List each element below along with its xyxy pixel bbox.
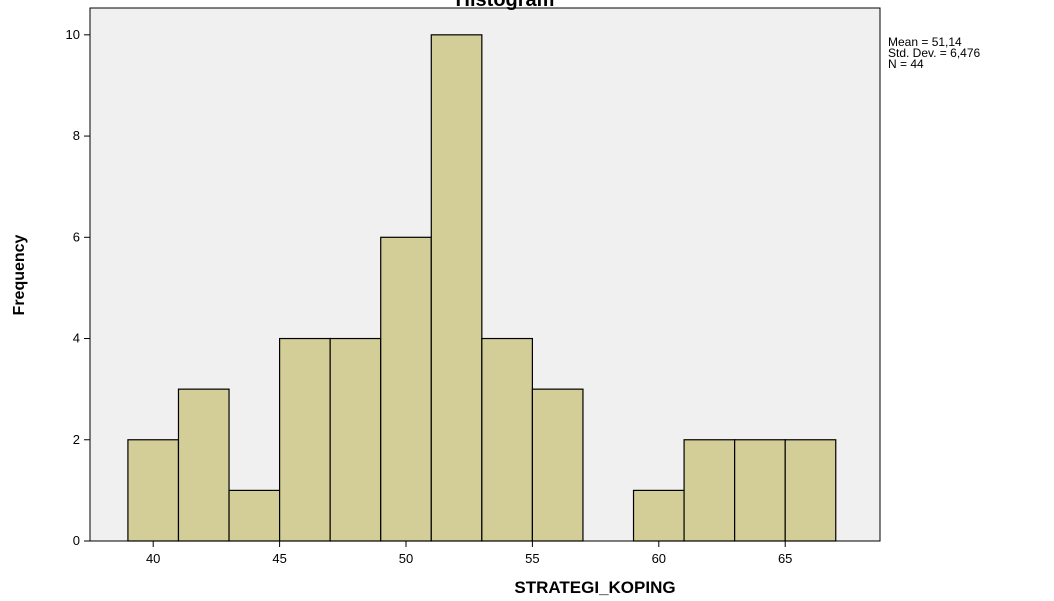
bar [430,34,483,542]
bar [177,388,230,542]
bar [127,439,180,542]
stat-annotation: Mean = 51,14 [888,35,962,49]
y-tick-label: 10 [66,27,80,42]
bar [784,439,837,542]
bar [683,439,736,542]
stat-annotation: N = 44 [888,57,924,71]
chart-title: Histogram [456,0,555,11]
x-tick-label: 40 [146,551,160,566]
bar [228,489,281,542]
bar [279,337,331,542]
x-tick-label: 55 [525,551,539,566]
y-axis-label: Frequency [11,234,28,315]
x-axis-label: STRATEGI_KOPING [514,578,675,597]
stat-annotation: Std. Dev. = 6,476 [888,46,980,60]
x-tick-label: 45 [272,551,286,566]
y-tick-label: 8 [73,128,80,143]
bar [632,489,685,542]
x-tick-label: 65 [778,551,792,566]
y-tick-label: 0 [73,533,80,548]
x-tick-label: 60 [652,551,666,566]
bar [531,388,584,542]
y-tick-label: 4 [73,331,80,346]
bar [481,337,533,542]
y-tick-label: 6 [73,229,80,244]
bar [380,236,432,542]
bar [734,439,786,542]
y-tick-label: 2 [73,432,80,447]
x-tick-label: 50 [399,551,413,566]
bar [329,337,382,542]
